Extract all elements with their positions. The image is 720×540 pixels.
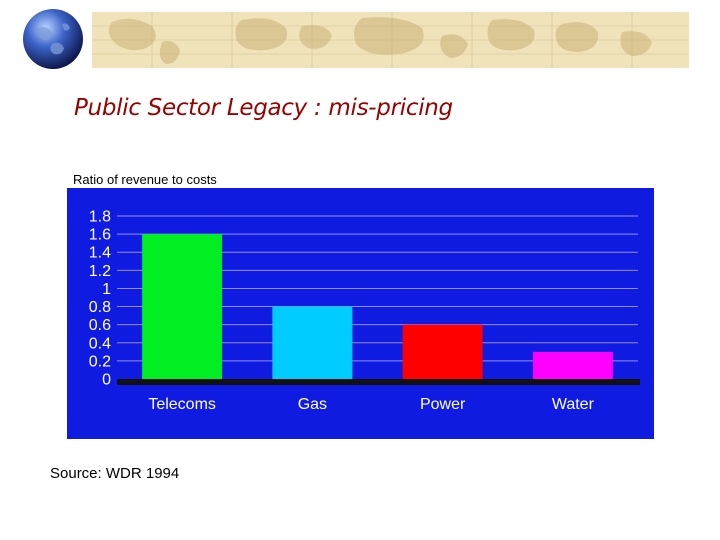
x-tick-label: Telecoms xyxy=(148,396,216,413)
y-tick-label: 0 xyxy=(102,372,111,389)
y-tick-label: 0.2 xyxy=(89,353,111,370)
bar-chart: 1.81.61.41.210.80.60.40.2 0 Telecoms Gas Po… xyxy=(89,209,640,413)
globe-icon xyxy=(22,8,84,70)
source-note: Source: WDR 1994 xyxy=(50,465,180,482)
y-tick-label: 1 xyxy=(102,281,111,298)
y-tick-label: 1.8 xyxy=(89,209,111,226)
header-map-band xyxy=(92,12,689,68)
x-tick-label: Gas xyxy=(298,396,327,413)
bar-telecoms xyxy=(142,234,223,379)
y-tick-label: 1.4 xyxy=(89,245,111,262)
chart-area: 1.8 1.6 1.4 1.2 1 0.8 0.6 0.4 0.2 0 Telecoms Gas Po… xyxy=(67,188,654,439)
chart-subtitle: Ratio of revenue to costs xyxy=(73,172,217,187)
x-axis-baseline xyxy=(117,379,640,385)
y-tick-label: 0.8 xyxy=(89,299,111,316)
slide-title: Public Sector Legacy : mis-pricing xyxy=(74,95,453,121)
x-tick-label: Water xyxy=(552,396,595,413)
bar-power xyxy=(402,324,483,379)
bar-water xyxy=(532,351,613,379)
x-tick-label: Power xyxy=(420,396,466,413)
y-tick-label: 1.6 xyxy=(89,227,111,244)
bar-gas xyxy=(272,306,353,379)
y-tick-label: 0.6 xyxy=(89,317,111,334)
y-tick-label: 1.2 xyxy=(89,263,111,280)
y-tick-label: 0.4 xyxy=(89,335,111,352)
world-map-graphic xyxy=(92,12,689,68)
